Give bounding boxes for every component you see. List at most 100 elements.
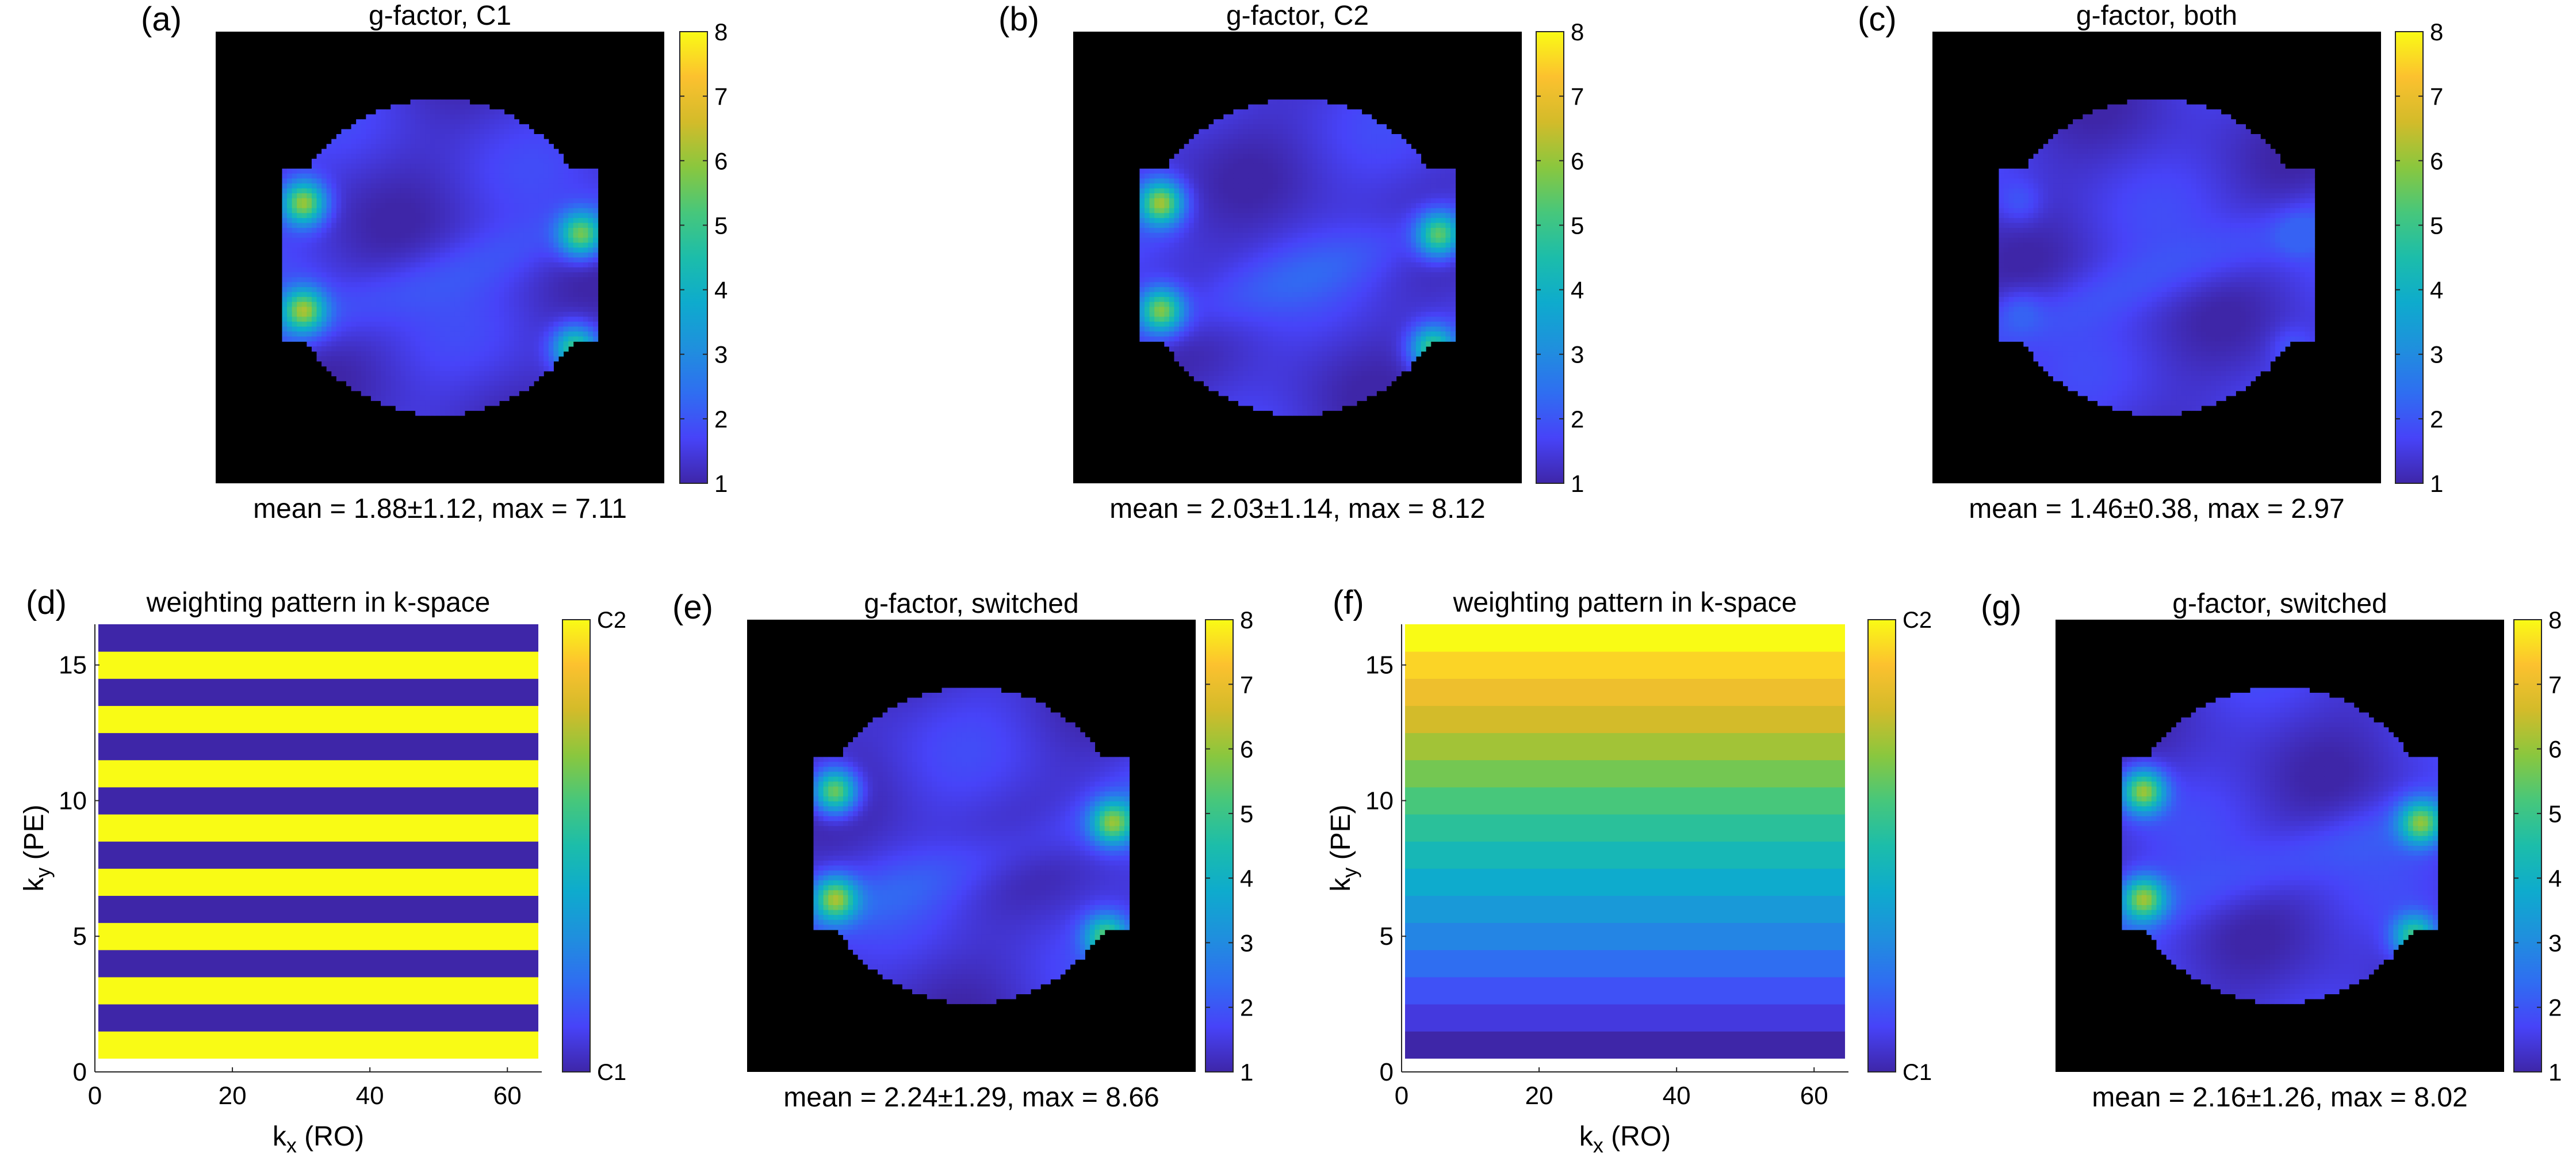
map-pixel	[346, 326, 352, 332]
map-pixel	[1322, 188, 1328, 194]
map-pixel	[351, 292, 357, 297]
map-pixel	[425, 336, 431, 342]
map-pixel	[336, 232, 342, 238]
map-pixel	[1292, 242, 1298, 248]
map-pixel	[370, 154, 377, 159]
map-pixel	[474, 104, 480, 110]
map-pixel	[1381, 242, 1387, 248]
map-pixel	[494, 316, 500, 322]
map-pixel	[1258, 208, 1264, 213]
map-pixel	[548, 257, 554, 263]
map-pixel	[385, 282, 391, 288]
map-pixel	[430, 341, 436, 347]
map-pixel	[563, 331, 569, 337]
map-pixel	[464, 301, 470, 307]
map-pixel	[311, 297, 317, 303]
map-pixel	[331, 144, 337, 150]
map-pixel	[361, 223, 366, 228]
map-pixel	[578, 272, 584, 278]
map-pixel	[588, 272, 594, 278]
map-pixel	[430, 326, 436, 332]
map-pixel	[484, 104, 490, 110]
map-pixel	[282, 301, 288, 307]
map-pixel	[326, 247, 332, 253]
map-pixel	[1273, 178, 1279, 184]
map-pixel	[1401, 148, 1407, 154]
map-pixel	[573, 217, 579, 224]
map-pixel	[410, 228, 416, 234]
map-pixel	[307, 247, 312, 253]
map-pixel	[460, 322, 465, 327]
map-pixel	[326, 169, 332, 174]
map-pixel	[1411, 232, 1417, 238]
map-pixel	[1292, 163, 1298, 169]
map-pixel	[1302, 129, 1308, 135]
map-pixel	[460, 277, 465, 283]
map-pixel	[1159, 232, 1165, 238]
map-pixel	[499, 351, 505, 357]
map-pixel	[287, 292, 293, 297]
map-pixel	[415, 316, 421, 322]
map-pixel	[1361, 178, 1367, 184]
map-pixel	[1302, 193, 1308, 199]
map-pixel	[435, 238, 441, 243]
map-pixel	[1283, 154, 1288, 159]
map-pixel	[376, 114, 381, 120]
map-pixel	[1228, 232, 1234, 238]
map-pixel	[1233, 217, 1239, 224]
map-pixel	[361, 208, 366, 213]
map-pixel	[469, 292, 475, 297]
map-pixel	[381, 119, 386, 125]
map-pixel	[1445, 208, 1451, 213]
map-pixel	[356, 371, 362, 377]
map-pixel	[534, 193, 539, 199]
map-pixel	[1273, 114, 1279, 120]
map-pixel	[1184, 144, 1189, 150]
map-pixel	[1199, 188, 1204, 194]
map-pixel	[1174, 238, 1180, 243]
map-pixel	[1223, 114, 1229, 120]
map-pixel	[523, 163, 530, 169]
map-pixel	[366, 311, 372, 318]
map-pixel	[460, 173, 465, 179]
map-pixel	[1218, 183, 1224, 189]
map-pixel	[1337, 213, 1342, 219]
map-pixel	[1248, 124, 1254, 130]
map-pixel	[1317, 169, 1323, 174]
map-pixel	[538, 228, 544, 234]
map-pixel	[395, 267, 401, 273]
map-pixel	[321, 307, 327, 312]
map-pixel	[1337, 228, 1342, 234]
map-pixel	[316, 346, 322, 352]
map-pixel	[370, 228, 377, 234]
map-pixel	[1243, 124, 1249, 130]
map-pixel	[1154, 203, 1160, 209]
map-pixel	[400, 148, 406, 154]
map-pixel	[499, 247, 505, 253]
map-pixel	[1430, 178, 1436, 184]
map-pixel	[1174, 252, 1180, 258]
map-pixel	[435, 371, 441, 377]
map-pixel	[499, 395, 505, 401]
map-pixel	[1307, 158, 1313, 165]
map-pixel	[445, 282, 450, 288]
map-pixel	[1149, 232, 1155, 238]
map-pixel	[1258, 163, 1264, 169]
map-pixel	[568, 208, 574, 213]
map-pixel	[346, 297, 352, 303]
map-pixel	[563, 311, 569, 318]
map-pixel	[1208, 228, 1214, 234]
map-pixel	[435, 262, 441, 268]
map-pixel	[494, 301, 500, 307]
map-pixel	[1376, 203, 1382, 209]
map-pixel	[1159, 217, 1165, 224]
map-pixel	[1346, 139, 1352, 144]
map-pixel	[1346, 193, 1352, 199]
map-pixel	[297, 169, 303, 174]
map-pixel	[460, 381, 465, 387]
map-pixel	[1327, 217, 1333, 224]
map-pixel	[573, 272, 579, 278]
map-pixel	[588, 193, 594, 199]
map-pixel	[1307, 198, 1313, 204]
map-pixel	[514, 232, 519, 238]
